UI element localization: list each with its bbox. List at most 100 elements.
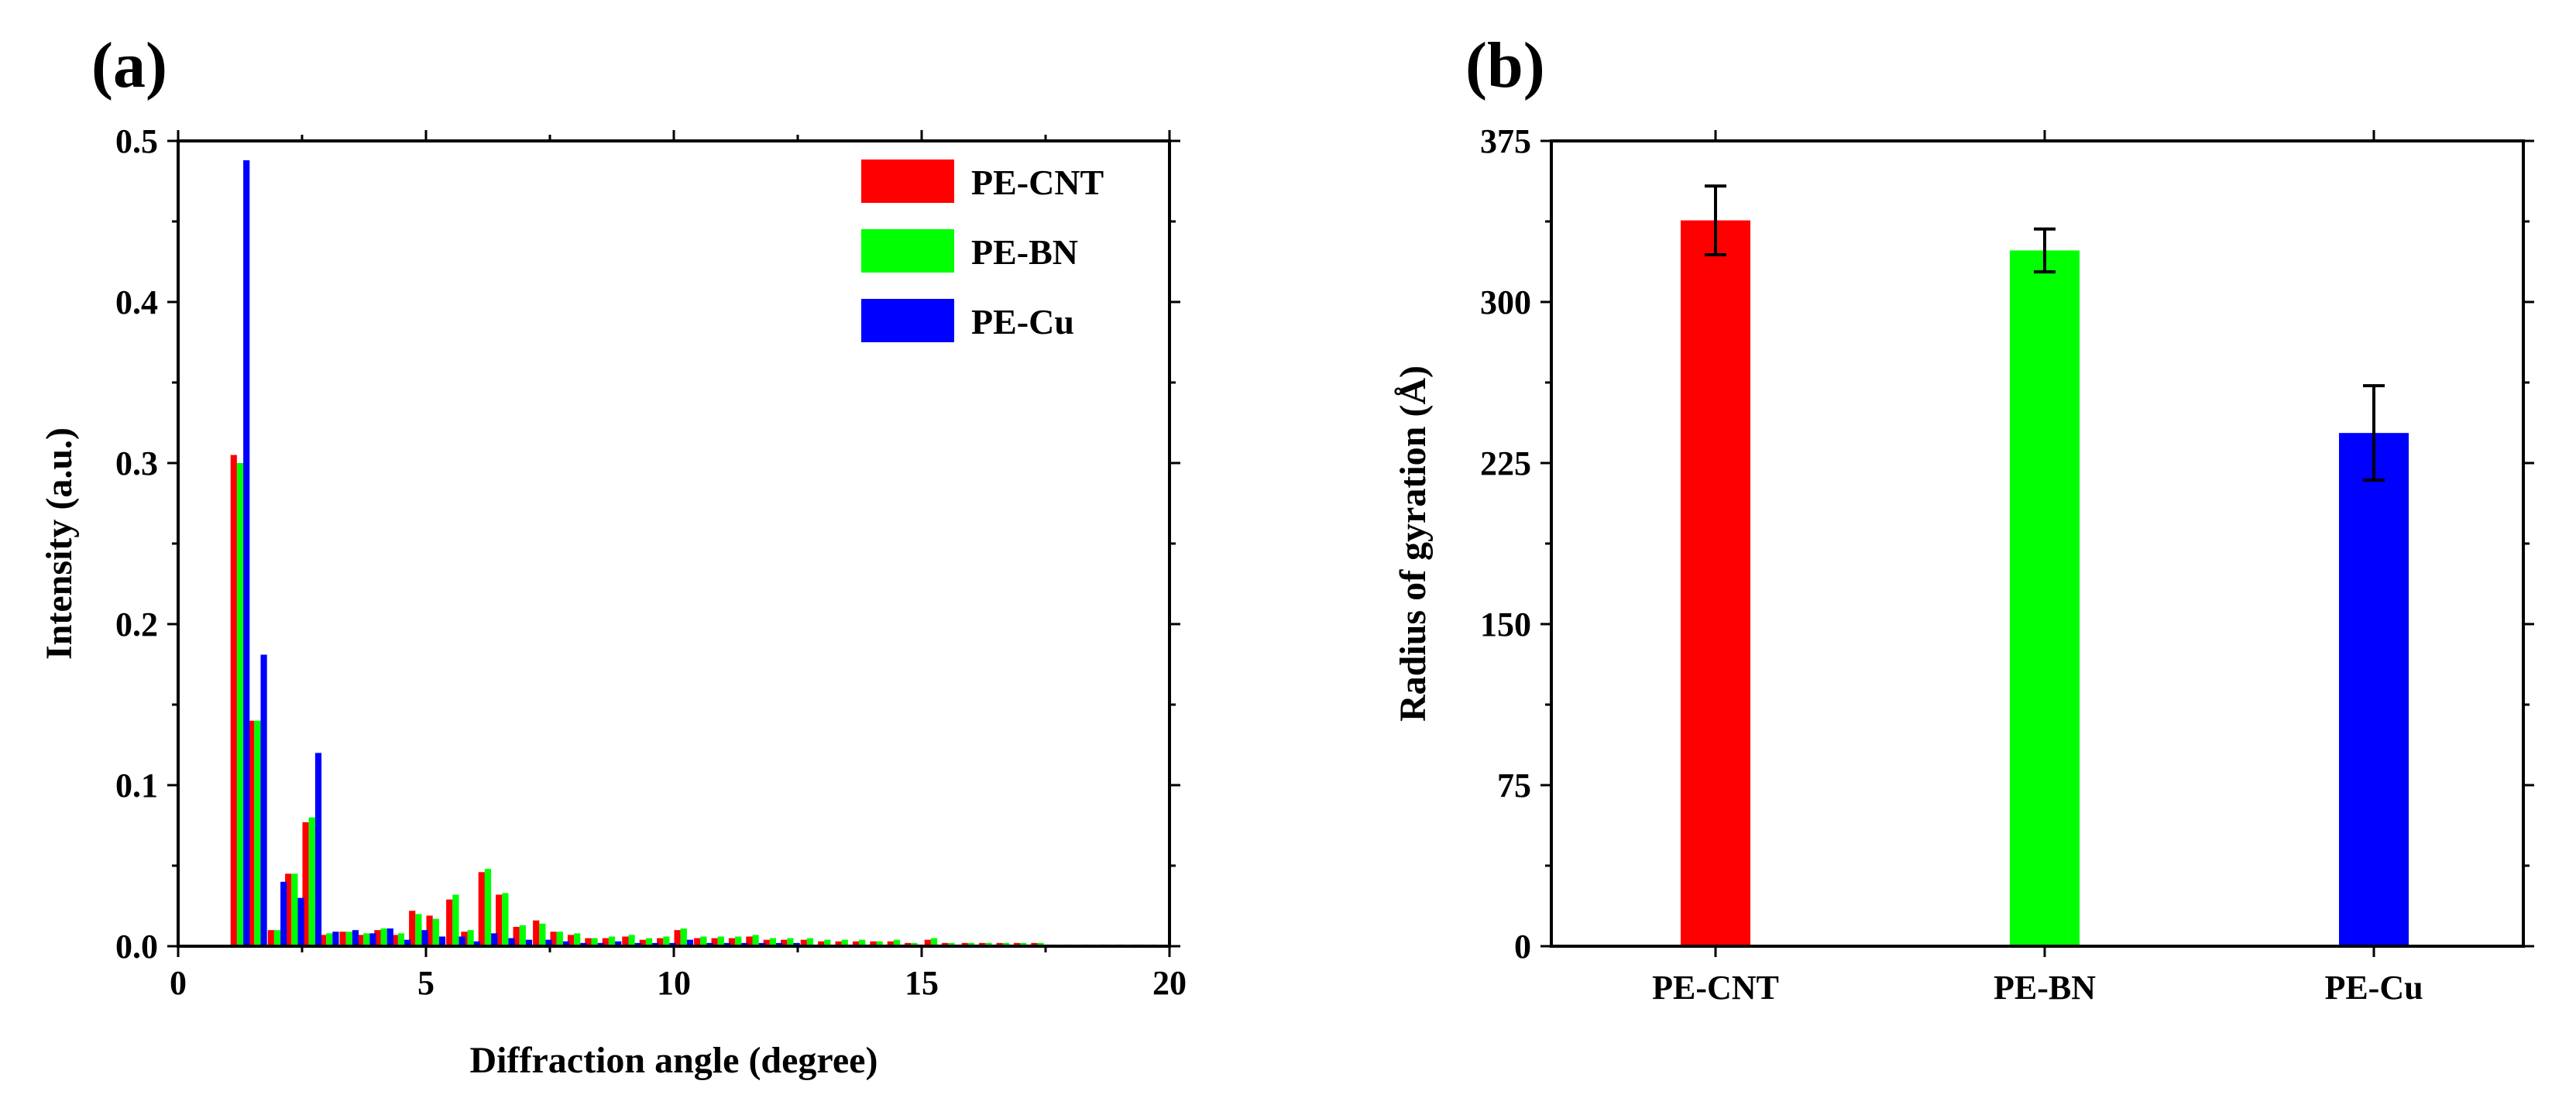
bar-pe-cnt	[622, 936, 629, 946]
bar-pe-cu	[580, 942, 587, 946]
bar-pe-cnt	[302, 822, 309, 946]
bar-pe-cnt	[711, 938, 718, 946]
bar-pe-cu	[615, 941, 622, 946]
bar-pe-cnt	[391, 935, 398, 946]
bar-pe-bn	[893, 939, 901, 946]
y-tick-label: 150	[1480, 606, 1531, 643]
bar-pe-bn	[824, 939, 831, 946]
bar-pe-bn	[841, 939, 848, 946]
bar-pe-cu	[652, 942, 659, 946]
bar-pe-cu	[634, 942, 641, 946]
bar-pe-cu	[776, 942, 783, 946]
bar-pe-bn	[452, 894, 459, 946]
bar-pe-bn	[574, 933, 581, 946]
bar-pe-cu	[741, 942, 748, 946]
bar-pe-cnt	[694, 938, 701, 946]
bar-pe-cnt	[478, 872, 485, 946]
y-tick-label: 225	[1480, 444, 1531, 482]
bar-pe-bn	[1037, 942, 1044, 946]
bar-pe-cnt	[409, 911, 416, 946]
x-tick-label: 20	[1152, 964, 1187, 1002]
bar-pe-bn	[985, 942, 992, 946]
bar-pe-cu	[280, 881, 287, 946]
bar-pe-cu	[438, 936, 446, 946]
y-tick-label: 300	[1480, 283, 1531, 321]
bar-pe-bn	[735, 936, 742, 946]
bar-pe-bn	[556, 931, 563, 946]
bar-pe-cnt	[1681, 220, 1750, 946]
bar-pe-bn	[628, 935, 635, 946]
bar-pe-bn	[432, 918, 439, 946]
bar-pe-cnt	[818, 941, 825, 946]
bar-pe-bn	[308, 817, 315, 946]
bar-pe-bn	[700, 936, 707, 946]
bar-pe-cnt	[496, 894, 503, 946]
bar-pe-cnt	[230, 455, 237, 946]
bar-pe-bn	[539, 923, 546, 946]
bar-pe-cu	[369, 933, 376, 946]
bar-pe-cu	[597, 942, 604, 946]
panel-a-label: (a)	[91, 29, 167, 101]
bar-pe-cnt	[942, 942, 949, 946]
legend-swatch-pe-bn	[861, 229, 954, 273]
bar-pe-bn	[911, 942, 918, 946]
bar-pe-bn	[363, 933, 370, 946]
bar-pe-bn	[787, 938, 794, 946]
bar-pe-cu	[459, 936, 465, 946]
legend-label-pe-cnt: PE-CNT	[971, 163, 1104, 202]
bar-pe-bn	[502, 893, 509, 946]
y-tick-label: 0.3	[115, 444, 158, 482]
bar-pe-cnt	[426, 915, 433, 946]
panel-b-label: (b)	[1465, 29, 1545, 101]
bar-pe-cnt	[1031, 942, 1038, 946]
bar-pe-cu	[404, 939, 411, 946]
y-tick-label: 0.2	[115, 606, 158, 643]
bar-pe-bn	[273, 930, 281, 946]
bar-pe-cnt	[374, 930, 381, 946]
bar-pe-cnt	[657, 938, 664, 946]
bar-pe-cnt	[835, 941, 842, 946]
bar-pe-cnt	[602, 938, 609, 946]
x-tick-label: 0	[170, 964, 187, 1002]
bar-pe-bn	[415, 914, 422, 946]
bar-pe-cu	[669, 942, 676, 946]
x-axis-title: Diffraction angle (degree)	[470, 1040, 878, 1081]
bar-pe-bn	[806, 938, 814, 946]
bar-pe-cnt	[996, 942, 1003, 946]
bar-pe-cnt	[763, 939, 770, 946]
bar-pe-cnt	[800, 939, 807, 946]
bar-pe-cu	[491, 933, 498, 946]
y-axis-title: Radius of gyration (Å)	[1393, 365, 1434, 722]
bar-pe-cu	[758, 942, 765, 946]
bar-pe-bn	[519, 925, 526, 946]
y-tick-label: 0.5	[115, 122, 158, 160]
bar-pe-cnt	[674, 930, 681, 946]
bar-pe-cu	[508, 938, 515, 946]
bar-pe-bn	[484, 869, 492, 946]
bar-pe-cnt	[979, 942, 986, 946]
bar-pe-cnt	[728, 938, 736, 946]
bar-pe-cu	[260, 654, 267, 946]
bar-pe-bn	[752, 935, 759, 946]
category-label: PE-Cu	[2324, 969, 2423, 1007]
bar-pe-cnt	[339, 931, 346, 946]
bar-pe-bn	[608, 936, 616, 946]
x-tick-label: 10	[657, 964, 691, 1002]
bar-pe-bn	[930, 938, 938, 946]
bar-pe-bn	[326, 933, 333, 946]
bar-pe-cu	[332, 931, 339, 946]
bar-pe-bn	[663, 936, 670, 946]
bar-pe-cnt	[285, 873, 292, 946]
bar-pe-cu	[686, 939, 694, 946]
x-tick-label: 15	[905, 964, 939, 1002]
bar-pe-bn	[236, 463, 244, 946]
y-tick-label: 0.0	[115, 928, 158, 966]
category-label: PE-BN	[1994, 969, 2096, 1007]
bar-pe-cu	[562, 941, 570, 946]
bar-pe-bn	[254, 720, 261, 946]
legend-swatch-pe-cnt	[861, 160, 954, 203]
bar-pe-bn	[397, 933, 405, 946]
bar-pe-cnt	[924, 939, 931, 946]
bar-pe-bn	[680, 928, 687, 946]
bar-pe-cu	[793, 942, 800, 946]
